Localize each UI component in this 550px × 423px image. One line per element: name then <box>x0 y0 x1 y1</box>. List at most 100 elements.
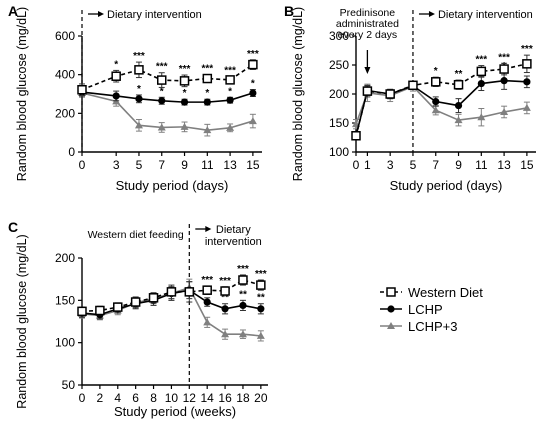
panel-a: A 0 200 400 600 0 3 5 7 9 11 13 15 Study period (days… <box>8 3 262 193</box>
series-line-lchp <box>81 91 254 103</box>
data-point-lchp <box>257 305 265 313</box>
y-tick-label: 50 <box>62 378 76 392</box>
x-tick-label: 13 <box>223 158 237 172</box>
y-tick-label: 300 <box>329 29 349 43</box>
y-tick-label: 100 <box>55 336 75 350</box>
data-point-western <box>77 84 87 95</box>
significance-label: ** <box>257 293 265 304</box>
panel-label: A <box>8 3 18 19</box>
significance-label: *** <box>133 51 145 62</box>
y-tick-label: 0 <box>68 145 75 159</box>
data-point-lchp <box>523 78 531 86</box>
data-point-western <box>430 77 441 87</box>
data-point-western <box>156 75 167 85</box>
data-point-lchp <box>226 96 234 104</box>
arrow-head <box>205 226 212 232</box>
data-point-lchp <box>221 305 229 313</box>
significance-label: ** <box>239 289 247 300</box>
x-tick-label: 0 <box>79 391 86 405</box>
data-point-western <box>166 287 177 297</box>
y-tick-label: 400 <box>55 68 75 82</box>
x-axis-label: Study period (weeks) <box>114 404 236 419</box>
data-point-western <box>499 64 509 74</box>
significance-label: ** <box>221 293 229 304</box>
x-tick-label: 15 <box>246 158 260 172</box>
x-tick-label: 13 <box>497 158 511 172</box>
data-point-lchp3 <box>477 113 486 121</box>
data-point-lchp3 <box>226 123 235 131</box>
x-tick-label: 5 <box>410 158 417 172</box>
x-axis-label: Study period (days) <box>116 178 229 193</box>
annotation-label: Dietary intervention <box>107 9 202 21</box>
data-point-lchp <box>500 77 508 85</box>
x-tick-label: 1 <box>364 158 371 172</box>
x-tick-label: 11 <box>475 158 488 172</box>
significance-label: * <box>183 88 187 99</box>
annotation-label: Dietary intervention <box>438 9 533 21</box>
legend-label: Western Diet <box>408 285 483 300</box>
y-tick-label: 200 <box>55 251 75 265</box>
data-point-lchp3 <box>500 107 509 115</box>
significance-label: *** <box>179 64 191 75</box>
significance-label: *** <box>201 64 213 75</box>
panel-c: C 50 100 150 200 0 2 4 6 8 10 12 14 16 18 20 Study perio… <box>8 219 268 419</box>
x-tick-label: 15 <box>520 158 534 172</box>
y-axis-label: Random blood glucose (mg/dL) <box>291 7 305 181</box>
data-point-western <box>476 66 487 77</box>
significance-label: * <box>114 59 118 70</box>
data-point-western <box>522 59 532 69</box>
data-point-lchp3 <box>134 121 143 129</box>
arrow-head <box>364 67 371 74</box>
x-tick-label: 3 <box>113 158 120 172</box>
legend-marker-lchp3 <box>387 322 395 329</box>
annotation-label: Dietary intervention <box>205 224 262 248</box>
legend-label: LCHP <box>408 302 443 317</box>
annotation-line: every 2 days <box>338 29 398 41</box>
significance-label: ** <box>455 69 463 80</box>
significance-label: *** <box>498 52 510 63</box>
data-point-lchp <box>477 79 485 88</box>
data-point-western <box>385 89 395 99</box>
x-tick-label: 10 <box>165 391 179 405</box>
legend: Western Diet LCHP LCHP+3 <box>380 285 483 334</box>
annotation-line: Predinisone <box>340 7 396 19</box>
x-tick-label: 2 <box>97 391 104 405</box>
data-point-western <box>202 73 213 84</box>
arrow-head <box>98 11 104 17</box>
data-point-lchp3 <box>238 330 247 338</box>
data-point-western <box>248 59 258 70</box>
legend-marker-western <box>386 287 396 297</box>
y-tick-label: 150 <box>329 116 349 130</box>
data-point-western <box>113 302 123 312</box>
significance-label: *** <box>224 65 236 76</box>
x-tick-label: 5 <box>136 158 143 172</box>
panel-label: C <box>8 219 18 235</box>
data-point-lchp3 <box>248 117 257 125</box>
data-point-western <box>95 305 105 316</box>
x-tick-label: 16 <box>218 391 232 405</box>
x-tick-label: 9 <box>455 158 462 172</box>
y-axis-label: Random blood glucose (mg/dL) <box>15 7 29 181</box>
data-point-lchp <box>158 97 166 105</box>
significance-label: *** <box>219 276 231 287</box>
data-point-lchp3 <box>157 123 166 131</box>
x-tick-label: 4 <box>114 391 121 405</box>
x-tick-label: 14 <box>201 391 215 405</box>
y-tick-label: 250 <box>329 58 349 72</box>
data-point-lchp3 <box>203 126 212 134</box>
x-tick-label: 0 <box>79 158 86 172</box>
x-tick-label: 0 <box>353 158 360 172</box>
data-point-western <box>351 131 361 141</box>
y-tick-label: 600 <box>55 29 75 43</box>
significance-label: *** <box>521 44 533 55</box>
data-point-western <box>179 76 190 86</box>
data-point-western <box>77 306 87 317</box>
data-point-lchp <box>180 98 189 106</box>
data-point-lchp <box>203 298 211 306</box>
legend-label: LCHP+3 <box>408 319 458 334</box>
y-tick-label: 200 <box>55 106 75 120</box>
x-tick-label: 3 <box>387 158 394 172</box>
data-point-western <box>225 75 235 85</box>
